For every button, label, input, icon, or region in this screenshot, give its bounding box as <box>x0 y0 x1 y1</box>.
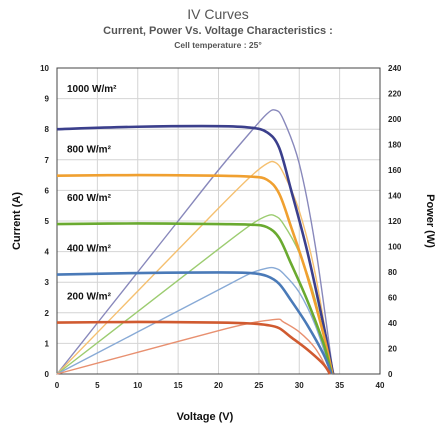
y-tick-labels: 0 1 2 3 4 5 6 7 8 9 10 <box>40 64 49 379</box>
y2-tick-label: 160 <box>388 166 402 175</box>
y2-tick-label: 20 <box>388 345 397 354</box>
y-tick-label: 2 <box>45 309 50 318</box>
x-tick-label: 20 <box>214 381 223 390</box>
y2-axis-label: Power (W) <box>424 194 436 248</box>
chart-subtitle: Current, Power Vs. Voltage Characteristi… <box>103 25 333 37</box>
y-tick-label: 4 <box>45 248 50 257</box>
y2-tick-label: 60 <box>388 294 397 303</box>
y2-tick-label: 180 <box>388 141 402 150</box>
grid <box>56 67 381 375</box>
chart-title: IV Curves <box>187 6 248 22</box>
power-curve-line <box>56 160 334 375</box>
y2-tick-label: 120 <box>388 217 402 226</box>
y-axis-label: Current (A) <box>11 192 23 250</box>
power-curve-line <box>56 109 334 375</box>
y-tick-label: 7 <box>45 156 50 165</box>
series-label: 600 W/m² <box>67 193 112 204</box>
x-tick-label: 40 <box>376 381 385 390</box>
current-curve-line <box>56 320 332 375</box>
current-curve-line <box>56 124 335 375</box>
x-tick-label: 25 <box>254 381 263 390</box>
x-tick-label: 0 <box>55 381 60 390</box>
y-tick-label: 1 <box>45 339 50 348</box>
x-tick-label: 15 <box>174 381 183 390</box>
y-tick-label: 3 <box>45 278 50 287</box>
series-labels: 1000 W/m² 800 W/m² 600 W/m² 400 W/m² 200 W/m… <box>67 84 117 302</box>
current-curve-line <box>56 271 333 375</box>
x-tick-label: 30 <box>295 381 304 390</box>
series-label: 200 W/m² <box>67 292 112 303</box>
y2-tick-label: 200 <box>388 115 402 124</box>
x-tick-label: 35 <box>335 381 344 390</box>
power-curve-line <box>56 266 333 375</box>
chart-note: Cell temperature : 25° <box>174 40 262 50</box>
y-tick-label: 6 <box>45 186 50 195</box>
y-tick-label: 9 <box>45 95 50 104</box>
x-tick-label: 10 <box>133 381 142 390</box>
current-curve-line <box>56 173 334 375</box>
y2-tick-label: 40 <box>388 319 397 328</box>
y-tick-label: 10 <box>40 64 49 73</box>
x-axis-label: Voltage (V) <box>177 411 234 423</box>
x-tick-labels: 0 5 10 15 20 25 30 35 40 <box>55 381 385 390</box>
plot-frame <box>56 67 381 375</box>
y2-tick-label: 140 <box>388 192 402 201</box>
y-tick-label: 0 <box>45 370 50 379</box>
y2-tick-label: 220 <box>388 90 402 99</box>
y-tick-label: 8 <box>45 125 50 134</box>
power-curve-line <box>56 318 331 375</box>
y2-tick-label: 80 <box>388 268 397 277</box>
y2-tick-label: 100 <box>388 243 402 252</box>
y-tick-label: 5 <box>45 217 50 226</box>
y2-tick-labels: 0 20 40 60 80 100 120 140 160 180 200 220 240 <box>388 64 402 379</box>
current-curve-line <box>56 222 333 375</box>
x-tick-label: 5 <box>95 381 100 390</box>
series-label: 400 W/m² <box>67 244 112 255</box>
y2-tick-label: 0 <box>388 370 393 379</box>
current-curves <box>56 124 335 375</box>
y2-tick-label: 240 <box>388 64 402 73</box>
series-label: 800 W/m² <box>67 145 112 156</box>
series-label: 1000 W/m² <box>67 84 117 95</box>
